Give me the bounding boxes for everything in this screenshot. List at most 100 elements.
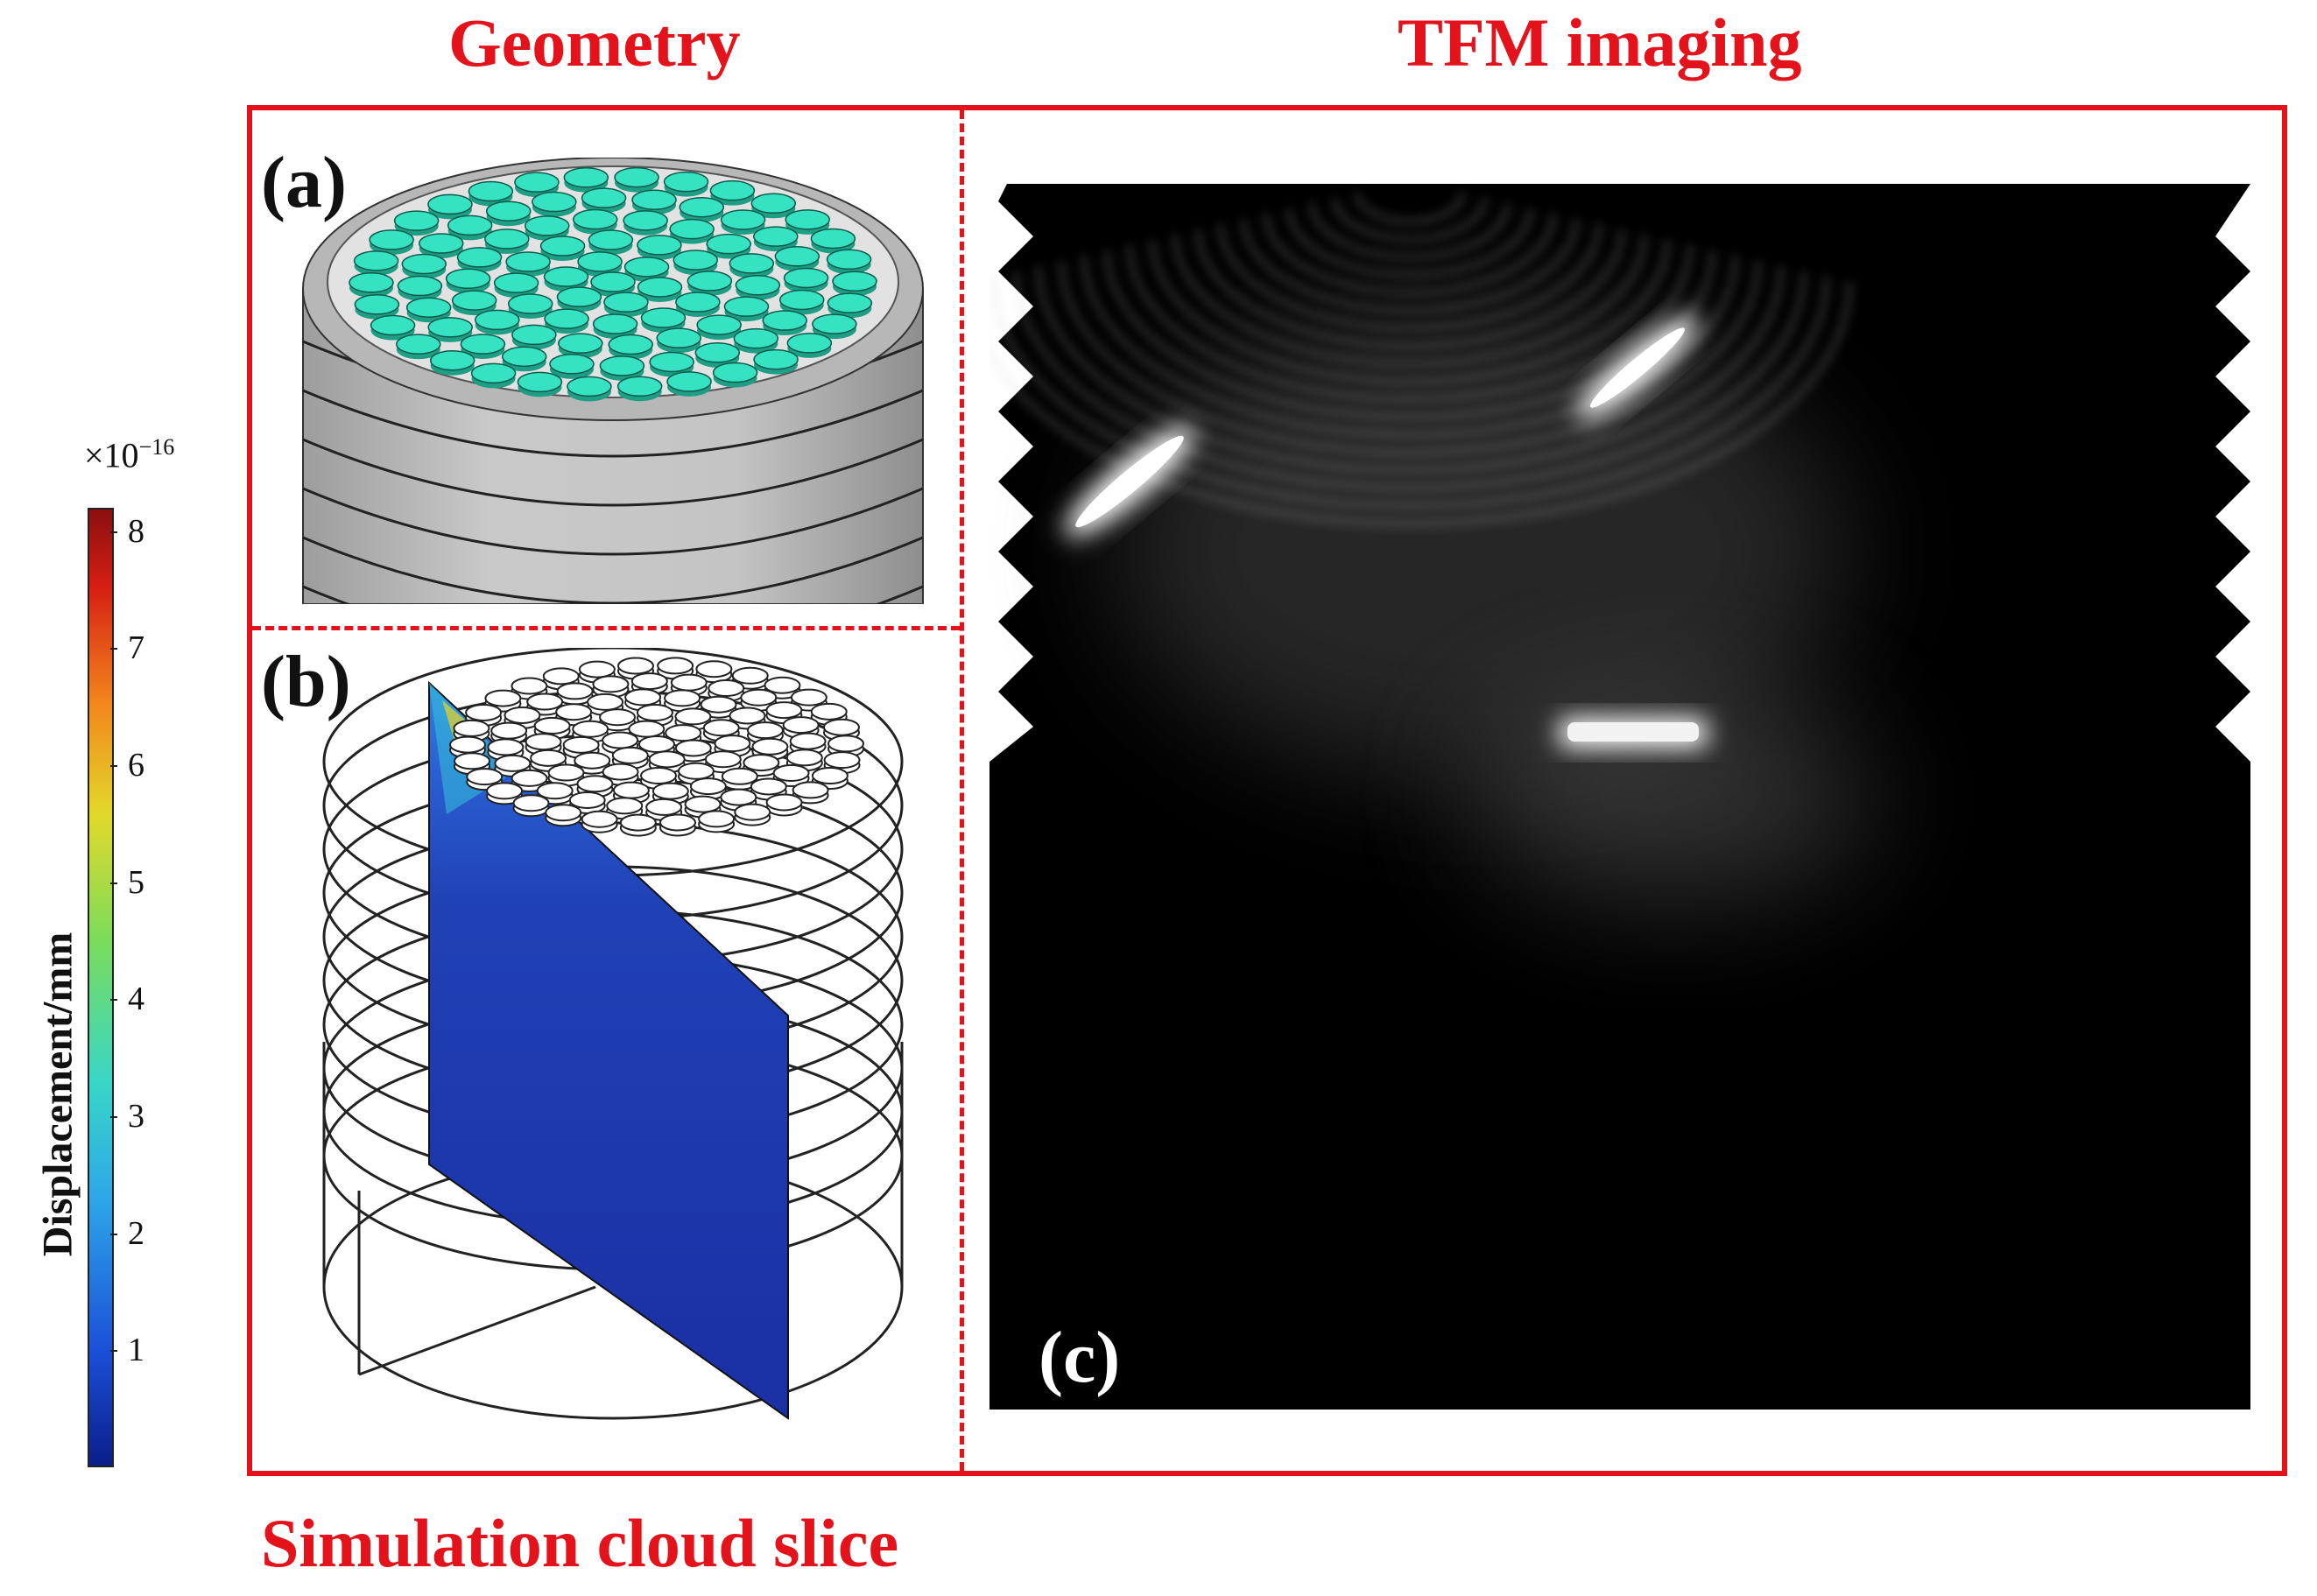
- transducer-element: [750, 193, 797, 214]
- transducer-element: [599, 355, 645, 376]
- transducer-element: [616, 376, 663, 397]
- transducer-element: [733, 327, 779, 349]
- transducer-element: [827, 292, 873, 313]
- element-outline: [708, 679, 745, 698]
- element-outline: [677, 762, 715, 780]
- element-outline: [578, 660, 616, 678]
- transducer-element: [451, 290, 497, 311]
- transducer-element: [753, 348, 799, 370]
- transducer-element: [666, 371, 712, 392]
- element-outline: [702, 719, 740, 737]
- colorbar-tick-mark: [110, 648, 117, 650]
- transducer-element: [729, 253, 775, 274]
- transducer-element: [762, 310, 807, 331]
- transducer-element: [603, 292, 649, 313]
- transducer-element: [517, 371, 563, 393]
- colorbar-tick-label: 1: [128, 1332, 144, 1369]
- transducer-element: [623, 210, 668, 231]
- element-outline: [721, 767, 758, 785]
- element-outline: [612, 781, 650, 799]
- transducer-element: [623, 257, 670, 278]
- element-outline: [453, 719, 490, 737]
- colorbar-tick-mark: [110, 1116, 117, 1119]
- element-outline: [765, 793, 803, 812]
- element-outline: [576, 775, 614, 793]
- displacement-slice: [428, 680, 789, 1420]
- element-outline: [743, 754, 780, 772]
- colorbar-tick-label: 8: [128, 512, 144, 550]
- transducer-element: [543, 266, 589, 287]
- transducer-element: [485, 200, 532, 221]
- element-outline: [536, 782, 574, 800]
- transducer-element: [493, 272, 539, 293]
- element-outline: [511, 677, 548, 695]
- transducer-element: [353, 250, 399, 271]
- element-outline: [547, 763, 585, 782]
- transducer-element: [663, 171, 709, 193]
- transducer-element: [720, 209, 766, 230]
- transducer-element: [696, 314, 742, 335]
- colorbar-label: Displacement/mm: [34, 932, 81, 1257]
- element-outline: [490, 721, 528, 740]
- transducer-element: [460, 334, 506, 355]
- element-outline: [602, 731, 639, 749]
- vertical-divider: [960, 110, 964, 1471]
- colorbar-tick-label: 2: [128, 1214, 144, 1252]
- element-outline: [827, 735, 864, 753]
- transducer-element: [349, 272, 394, 293]
- element-outline: [670, 673, 708, 692]
- figure-frame: [247, 105, 2287, 1476]
- simulation-heading: Simulation cloud slice: [261, 1505, 899, 1581]
- element-outline: [466, 768, 504, 786]
- element-outline: [572, 720, 609, 738]
- element-outline: [714, 735, 751, 753]
- transducer-element: [577, 251, 623, 272]
- element-outline: [782, 716, 820, 735]
- element-outline: [574, 751, 611, 770]
- element-outline: [504, 706, 541, 724]
- transducer-element: [429, 349, 475, 371]
- transducer-element: [785, 209, 830, 230]
- transducer-element: [558, 333, 603, 354]
- colorbar-tick-label: 4: [128, 981, 144, 1018]
- tfm-image: [989, 184, 2250, 1410]
- transducer-element: [812, 313, 857, 334]
- colorbar-tick-mark: [110, 1350, 117, 1353]
- simulation-model: [322, 648, 904, 1420]
- transducer-element: [581, 187, 627, 208]
- transducer-element: [706, 233, 751, 255]
- element-outline: [530, 749, 567, 767]
- transducer-element: [649, 351, 694, 373]
- transducer-element: [456, 247, 503, 268]
- element-outline: [511, 769, 548, 787]
- transducer-element: [679, 196, 725, 218]
- transducer-element: [778, 289, 825, 311]
- element-outline: [533, 716, 571, 735]
- element-outline: [611, 746, 649, 764]
- element-outline: [674, 739, 712, 757]
- panel-label-a: (a): [261, 142, 347, 223]
- transducer-element: [637, 235, 682, 256]
- element-outline: [651, 782, 689, 800]
- element-outline: [556, 682, 594, 700]
- colorbar-tick-mark: [110, 882, 117, 884]
- element-outline: [512, 794, 550, 812]
- colorbar-tick-label: 7: [128, 629, 144, 667]
- element-outline: [664, 689, 701, 707]
- transducer-element: [505, 251, 551, 272]
- transducer-element: [405, 297, 452, 318]
- transducer-element: [723, 296, 770, 317]
- transducer-element: [427, 317, 473, 338]
- element-outline: [587, 693, 624, 711]
- element-outline: [545, 804, 582, 822]
- element-outline: [695, 660, 733, 678]
- element-outline: [665, 724, 702, 742]
- element-outline: [729, 707, 766, 725]
- transducer-element: [572, 208, 618, 230]
- element-outline: [731, 666, 769, 685]
- transducer-element: [608, 334, 654, 355]
- colorbar-tick-mark: [110, 999, 117, 1002]
- element-outline: [619, 813, 657, 832]
- transducer-element: [810, 228, 856, 250]
- element-outline: [638, 735, 675, 753]
